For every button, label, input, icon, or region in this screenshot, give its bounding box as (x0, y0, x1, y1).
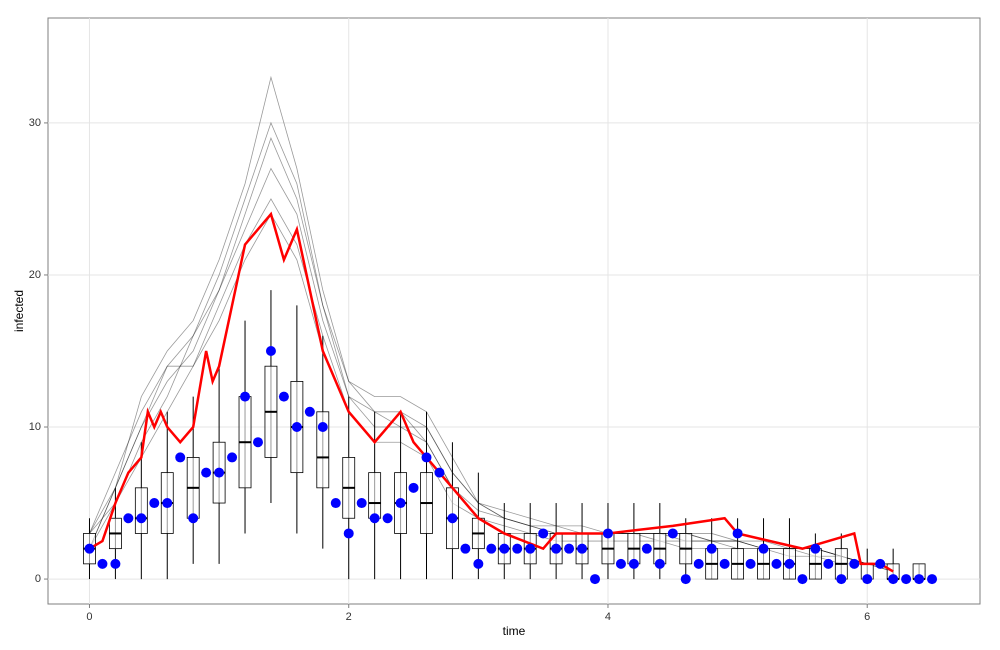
data-point (577, 543, 588, 554)
data-point (369, 513, 380, 524)
data-point (564, 543, 575, 554)
data-point (914, 574, 925, 585)
x-tick-label: 6 (864, 611, 870, 623)
data-point (175, 452, 186, 463)
x-tick-label: 2 (346, 611, 352, 623)
data-point (97, 558, 108, 569)
data-point (278, 391, 289, 402)
data-point (227, 452, 238, 463)
data-point (214, 467, 225, 478)
y-tick-label: 10 (29, 421, 41, 433)
data-point (680, 574, 691, 585)
data-point (317, 422, 328, 433)
data-point (706, 543, 717, 554)
data-point (188, 513, 199, 524)
data-point (538, 528, 549, 539)
data-point (265, 345, 276, 356)
data-point (862, 574, 873, 585)
data-point (486, 543, 497, 554)
data-point (291, 422, 302, 433)
data-point (473, 558, 484, 569)
data-point (447, 513, 458, 524)
data-point (784, 558, 795, 569)
data-point (836, 574, 847, 585)
data-point (758, 543, 769, 554)
data-point (810, 543, 821, 554)
panel (47, 17, 981, 605)
data-point (304, 406, 315, 417)
data-point (110, 558, 121, 569)
data-point (525, 543, 536, 554)
data-point (901, 574, 912, 585)
data-point (356, 498, 367, 509)
data-point (512, 543, 523, 554)
data-point (693, 558, 704, 569)
data-point (162, 498, 173, 509)
y-tick-label: 0 (35, 573, 41, 585)
box (368, 472, 382, 519)
data-point (849, 558, 860, 569)
data-point (927, 574, 938, 585)
data-point (551, 543, 562, 554)
y-tick-label: 20 (29, 269, 41, 281)
data-point (330, 498, 341, 509)
y-axis-title: infected (12, 290, 26, 332)
data-point (84, 543, 95, 554)
x-tick-label: 0 (86, 611, 92, 623)
data-point (745, 558, 756, 569)
x-axis-title: time (503, 624, 526, 638)
data-point (460, 543, 471, 554)
data-point (719, 558, 730, 569)
data-point (408, 482, 419, 493)
data-point (382, 513, 393, 524)
data-point (499, 543, 510, 554)
data-point (888, 574, 899, 585)
data-point (875, 558, 886, 569)
data-point (590, 574, 601, 585)
box (134, 487, 148, 534)
y-tick-label: 30 (29, 117, 41, 129)
data-point (628, 558, 639, 569)
data-point (654, 558, 665, 569)
simulation-line (89, 75, 894, 565)
data-point (136, 513, 147, 524)
data-point (602, 528, 613, 539)
x-tick-label: 4 (605, 611, 611, 623)
data-point (201, 467, 212, 478)
data-point (641, 543, 652, 554)
data-point (797, 574, 808, 585)
data-point (732, 528, 743, 539)
data-point (240, 391, 251, 402)
data-point (343, 528, 354, 539)
data-point (252, 437, 263, 448)
data-point (823, 558, 834, 569)
data-point (434, 467, 445, 478)
data-point (395, 498, 406, 509)
data-point (771, 558, 782, 569)
data-point (123, 513, 134, 524)
data-point (615, 558, 626, 569)
data-point (667, 528, 678, 539)
data-point (149, 498, 160, 509)
observed-line (88, 211, 894, 573)
data-point (421, 452, 432, 463)
